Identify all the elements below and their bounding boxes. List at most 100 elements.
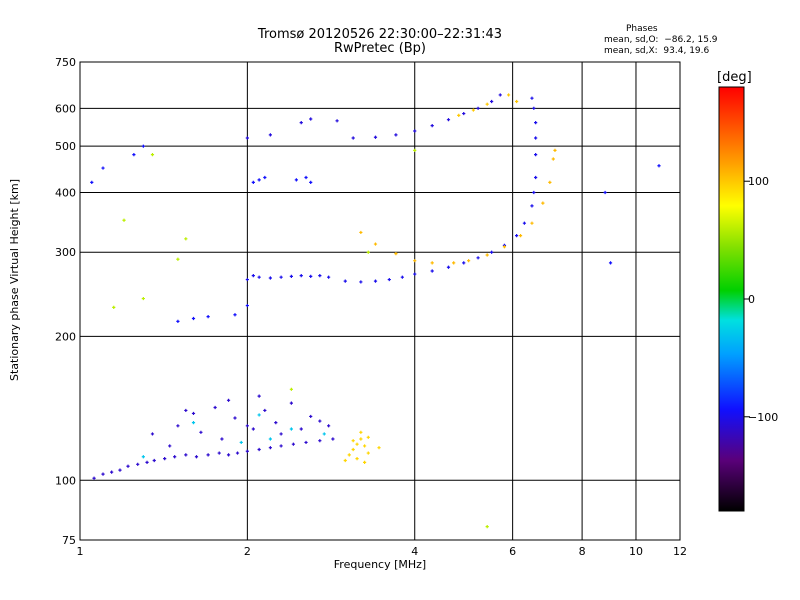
data-point [657, 164, 661, 168]
data-point [462, 261, 466, 265]
data-point [92, 476, 96, 480]
data-point [226, 453, 231, 457]
data-point [430, 124, 434, 128]
data-point [359, 437, 363, 441]
data-point [377, 446, 381, 450]
data-point [351, 439, 355, 443]
data-point [176, 257, 180, 261]
data-point [446, 265, 451, 269]
data-point [522, 221, 527, 225]
data-point [168, 444, 172, 448]
data-point [603, 190, 607, 195]
data-point [335, 119, 339, 123]
data-point [239, 440, 243, 445]
x-tick-label: 2 [244, 545, 251, 558]
data-point [548, 180, 552, 184]
y-tick-label: 600 [55, 102, 76, 115]
data-point [141, 455, 145, 459]
chart-title: Tromsø 20120526 22:30:00–22:31:43 [257, 27, 503, 42]
data-point [362, 460, 367, 464]
x-tick-label: 8 [579, 545, 586, 558]
data-point [289, 274, 293, 279]
data-point [485, 253, 489, 257]
data-point [518, 233, 523, 238]
data-point [141, 144, 145, 148]
colorbar-tick-label: 100 [748, 175, 769, 188]
data-point [141, 296, 145, 301]
data-point [150, 432, 155, 436]
data-point [289, 401, 293, 405]
data-point [413, 259, 417, 263]
data-point [373, 135, 378, 139]
data-point [112, 305, 116, 309]
data-point [291, 442, 295, 446]
data-point [343, 458, 347, 463]
data-point [199, 430, 203, 434]
data-point [279, 444, 283, 448]
data-point [476, 256, 480, 260]
data-point [532, 190, 536, 195]
data-point [191, 421, 196, 425]
data-point [257, 413, 261, 417]
data-point [184, 237, 188, 241]
data-point [257, 394, 261, 398]
colorbar-unit-label: [deg] [717, 70, 752, 85]
data-point [502, 245, 507, 249]
data-point [530, 204, 534, 208]
data-point [490, 99, 494, 104]
phases-heading: Phases [626, 24, 658, 34]
data-point [430, 269, 434, 273]
data-point [498, 93, 502, 97]
data-point [318, 274, 322, 278]
data-point [299, 427, 303, 431]
data-point [485, 525, 489, 529]
data-point [245, 303, 249, 308]
data-point [206, 315, 210, 319]
data-point [362, 444, 367, 448]
y-tick-label: 750 [55, 56, 76, 69]
data-point [309, 117, 313, 121]
data-point [446, 118, 451, 122]
data-point [235, 451, 240, 455]
data-point [387, 277, 391, 282]
data-point [90, 180, 94, 184]
data-point [245, 449, 249, 453]
data-point [366, 435, 370, 439]
data-point [110, 470, 114, 474]
data-point [515, 233, 519, 238]
data-point [309, 274, 313, 279]
data-point [245, 277, 249, 282]
data-point [304, 175, 308, 180]
data-point [366, 451, 370, 455]
data-point [101, 166, 105, 170]
y-tick-label: 100 [55, 474, 76, 487]
data-point [299, 274, 303, 278]
data-point [359, 430, 363, 434]
data-point [294, 178, 298, 182]
data-point [541, 201, 545, 205]
data-point [304, 440, 308, 445]
data-point [534, 175, 538, 180]
data-point [163, 457, 167, 461]
data-point [299, 121, 303, 125]
data-point [534, 121, 538, 125]
data-point [467, 259, 471, 263]
data-point [126, 464, 130, 468]
x-tick-label: 12 [673, 545, 687, 558]
phases-o-mode: mean, sd,O: −86.2, 15.9 [604, 35, 718, 45]
data-point [534, 136, 538, 140]
data-point [268, 437, 272, 441]
data-point [553, 148, 557, 152]
data-point [373, 242, 378, 246]
data-point [206, 453, 210, 457]
data-point [122, 218, 126, 222]
data-point [245, 424, 249, 428]
data-point [359, 230, 363, 235]
data-point [457, 113, 461, 117]
data-point [452, 261, 456, 265]
y-tick-label: 400 [55, 186, 76, 199]
data-point [136, 462, 140, 466]
data-point [343, 279, 347, 283]
